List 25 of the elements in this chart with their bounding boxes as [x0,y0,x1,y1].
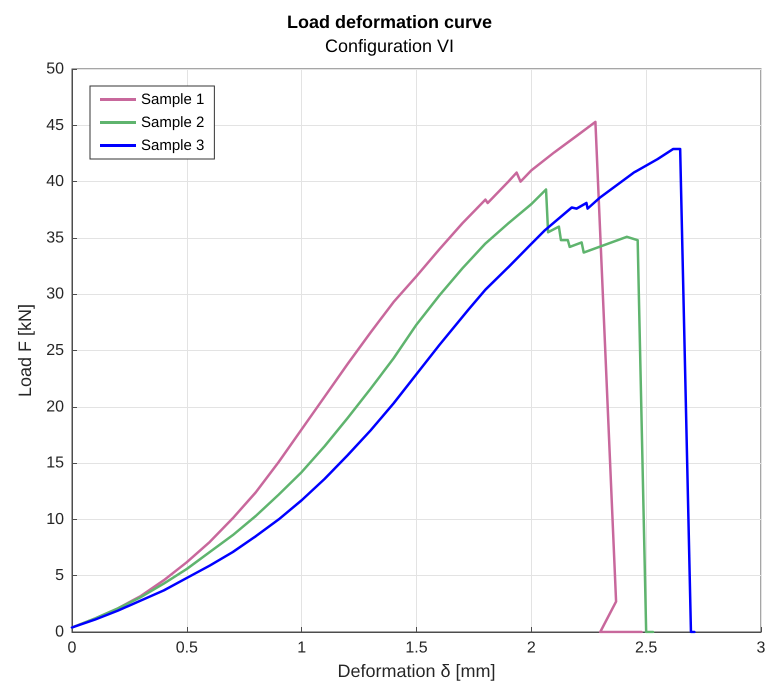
chart-title: Load deformation curve [286,12,492,32]
x-tick-label: 2 [526,640,536,656]
legend-label: Sample 2 [141,114,204,131]
y-tick-label: 35 [46,229,64,246]
x-tick-label: 1.5 [405,640,428,656]
y-tick-label: 5 [55,567,64,584]
x-tick-label: 0 [68,640,77,656]
x-tick-label: 0.5 [176,640,198,656]
y-tick-label: 50 [46,60,64,78]
x-axis-title: Deformation δ [mm] [337,661,496,681]
x-tick-label: 1 [297,640,306,656]
x-tick-label: 3 [756,640,766,656]
x-tick-label: 2.5 [635,640,658,656]
y-tick-label: 20 [46,398,64,416]
y-tick-label: 15 [46,454,64,472]
y-tick-label: 10 [46,510,64,528]
legend-label: Sample 1 [141,91,204,108]
y-tick-label: 40 [46,173,64,190]
y-tick-label: 45 [46,116,64,134]
chart-subtitle: Configuration VI [324,36,454,56]
legend-label: Sample 3 [141,137,204,154]
y-tick-label: 0 [55,624,64,640]
y-axis-title: Load F [kN] [15,304,35,398]
y-tick-label: 25 [46,342,64,359]
y-tick-label: 30 [46,286,64,303]
